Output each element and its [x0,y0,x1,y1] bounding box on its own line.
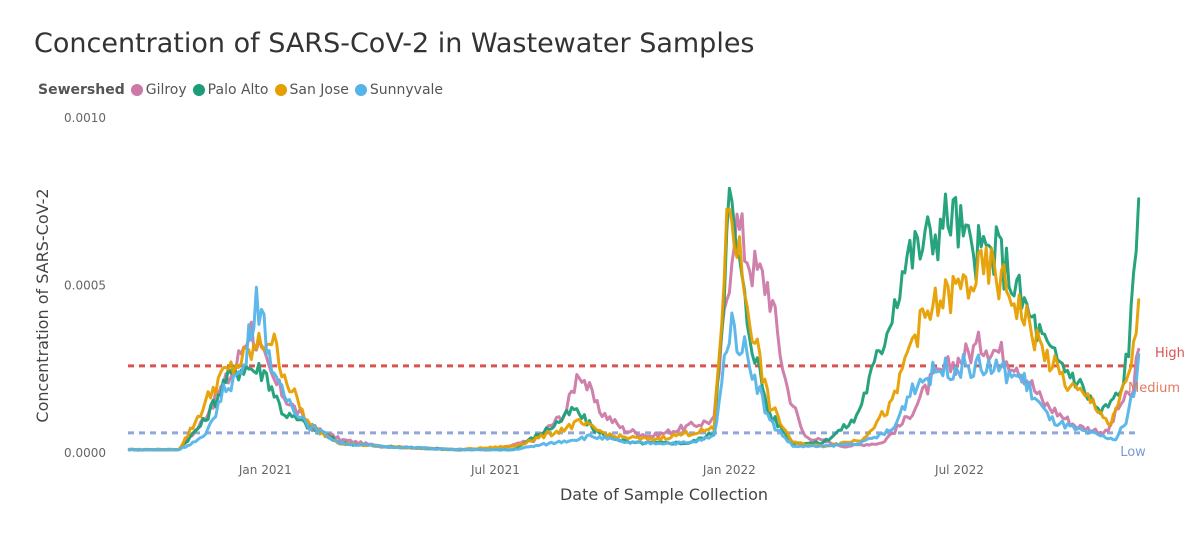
y-tick-label: 0.0000 [64,446,106,460]
y-tick-label: 0.0010 [64,111,106,125]
threshold-label-low: Low [1120,445,1146,460]
chart-title: Concentration of SARS-CoV-2 in Wastewate… [34,28,755,59]
threshold-label-medium: Medium [1128,381,1180,396]
x-tick-label: Jan 2022 [702,463,756,477]
x-tick-label: Jan 2021 [238,463,292,477]
legend-item-sunnyvale[interactable]: Sunnyvale [354,82,444,98]
legend-item-gilroy[interactable]: Gilroy [130,82,187,98]
y-tick-label: 0.0005 [64,279,106,293]
threshold-label-high: High [1155,346,1185,361]
legend-title: Sewershed [38,82,125,98]
legend-label-gilroy: Gilroy [145,82,187,98]
legend: Sewershed Gilroy Palo Alto San Jose Sunn… [38,82,449,98]
x-axis-title: Date of Sample Collection [560,485,768,504]
legend-label-sunnyvale: Sunnyvale [369,82,444,98]
legend-swatch-san-jose [274,84,287,96]
series-line-palo-alto [127,186,1141,452]
legend-swatch-palo-alto [192,84,205,96]
legend-item-palo-alto[interactable]: Palo Alto [192,82,269,98]
series-line-san-jose [127,207,1141,452]
legend-item-san-jose[interactable]: San Jose [274,82,349,98]
legend-swatch-gilroy [130,84,143,96]
x-tick-label: Jul 2022 [934,463,984,477]
series-line-gilroy [127,212,1141,452]
legend-label-san-jose: San Jose [289,82,349,98]
y-axis-title: Concentration of SARS-CoV-2 [33,188,52,422]
series-line-sunnyvale [127,285,1141,452]
legend-swatch-sunnyvale [354,84,367,96]
x-tick-label: Jul 2021 [470,463,520,477]
legend-label-palo-alto: Palo Alto [207,82,269,98]
